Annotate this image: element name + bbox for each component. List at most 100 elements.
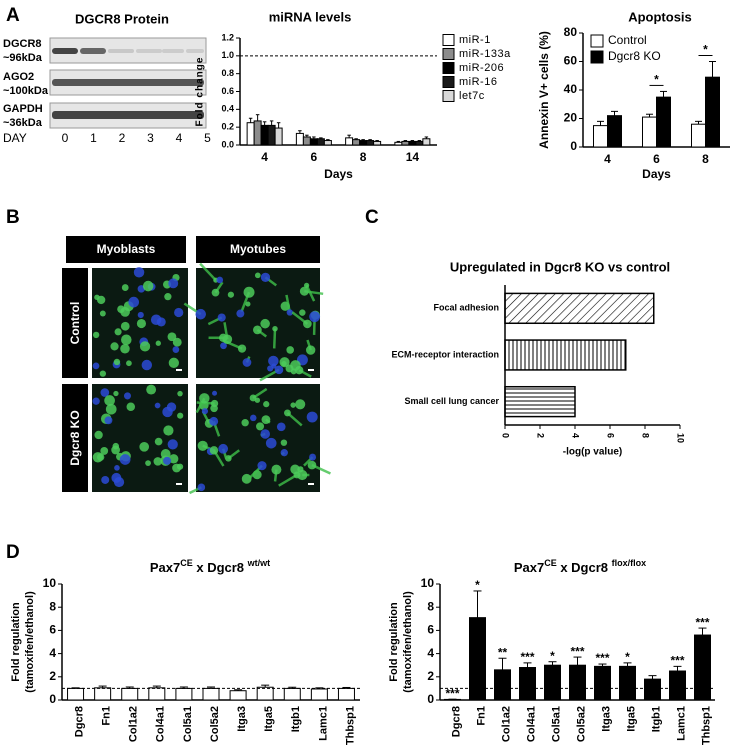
cell	[113, 358, 121, 366]
x-tick-label: 2	[536, 433, 546, 438]
chart-title: Apoptosis	[628, 9, 692, 24]
cell	[114, 328, 122, 336]
title-part: Pax7	[150, 560, 180, 575]
x-tick-label: Dgcr8	[73, 706, 85, 737]
bar	[504, 292, 655, 325]
legend-label: miR-133a	[459, 48, 511, 60]
legend-label: let7c	[459, 90, 485, 102]
cell	[100, 447, 109, 455]
cell	[111, 445, 121, 455]
bar	[504, 339, 627, 371]
column-header	[196, 236, 320, 263]
significance-label: ***	[520, 650, 534, 664]
cell	[307, 460, 317, 470]
cell	[137, 311, 144, 319]
bar	[656, 96, 671, 148]
cell	[263, 401, 270, 408]
cell	[166, 402, 177, 412]
cell	[174, 307, 184, 318]
cell	[145, 460, 151, 466]
legend-label: Dgcr8 KO	[608, 49, 661, 63]
bar	[644, 678, 661, 701]
bar	[359, 140, 368, 146]
legend-swatch	[590, 50, 604, 64]
cell	[309, 311, 321, 323]
cell	[113, 390, 119, 397]
column-label: Myotubes	[230, 242, 286, 256]
cell	[172, 337, 182, 347]
y-tick-label: 4	[49, 646, 56, 660]
cell	[260, 429, 270, 439]
bar	[593, 125, 608, 148]
x-tick-label: Fn1	[475, 706, 487, 726]
cell	[241, 473, 252, 484]
y-tick-label: 2	[49, 669, 56, 683]
y-tick-label: 80	[564, 25, 578, 39]
cell	[297, 466, 304, 473]
bar	[337, 687, 355, 701]
cell	[241, 419, 249, 427]
bar	[401, 140, 410, 146]
cell	[120, 321, 130, 331]
day-labels: 0 1 2 3 4 5	[62, 131, 212, 145]
cell	[280, 449, 288, 457]
cell	[237, 344, 247, 353]
x-tick-label: 4	[571, 433, 581, 438]
scale-bar	[308, 483, 314, 485]
significance-label: *	[475, 578, 480, 592]
cell	[153, 457, 163, 466]
x-tick-label: Thbsp1	[700, 706, 712, 745]
cell	[141, 359, 153, 371]
cell	[168, 278, 179, 289]
panel-letter: D	[6, 542, 20, 563]
panel-letter: A	[6, 5, 20, 26]
x-tick-label: Itgb1	[650, 706, 662, 732]
y-tick-label: 8	[49, 599, 56, 613]
cell	[123, 392, 132, 400]
y-tick-label: 20	[564, 111, 578, 125]
category-label: Small cell lung cancer	[404, 396, 499, 406]
bar	[394, 141, 403, 146]
cell	[101, 475, 110, 484]
cell	[136, 318, 146, 329]
bar	[694, 634, 711, 701]
bar	[229, 690, 247, 701]
myotube	[199, 262, 217, 282]
cell	[163, 425, 174, 436]
day-label: 5	[204, 131, 211, 145]
cell	[195, 308, 206, 320]
cell	[276, 422, 286, 432]
cell	[126, 402, 136, 412]
cell	[216, 276, 224, 284]
day-label: 0	[62, 131, 69, 145]
y-axis-label: Fold regulation	[10, 602, 22, 682]
cell	[100, 388, 110, 397]
significance-label: *	[703, 43, 708, 57]
cell	[303, 282, 310, 288]
cell	[94, 430, 103, 440]
day-label: 1	[90, 131, 97, 145]
scale-bar	[308, 369, 314, 371]
cell	[236, 309, 245, 318]
significance-label: ***	[570, 644, 584, 658]
cell	[133, 267, 145, 278]
cell	[201, 408, 209, 415]
cell	[245, 301, 251, 307]
chart-title: miRNA levels	[269, 9, 352, 24]
cell	[303, 319, 312, 329]
cell	[92, 362, 100, 370]
cell	[119, 454, 131, 465]
blot-size-label: ~36kDa	[3, 117, 43, 129]
legend-swatch	[442, 34, 455, 46]
bar	[323, 140, 332, 146]
day-label: 4	[176, 131, 183, 145]
significance-label: *	[550, 649, 555, 663]
bar	[469, 617, 486, 701]
y-tick-label: 40	[564, 82, 578, 96]
cell	[306, 345, 316, 355]
x-tick-label: Dgcr8	[450, 706, 462, 737]
myotube	[305, 284, 316, 302]
significance-label: ***	[670, 654, 684, 668]
cell	[209, 446, 219, 455]
cell	[168, 357, 179, 368]
